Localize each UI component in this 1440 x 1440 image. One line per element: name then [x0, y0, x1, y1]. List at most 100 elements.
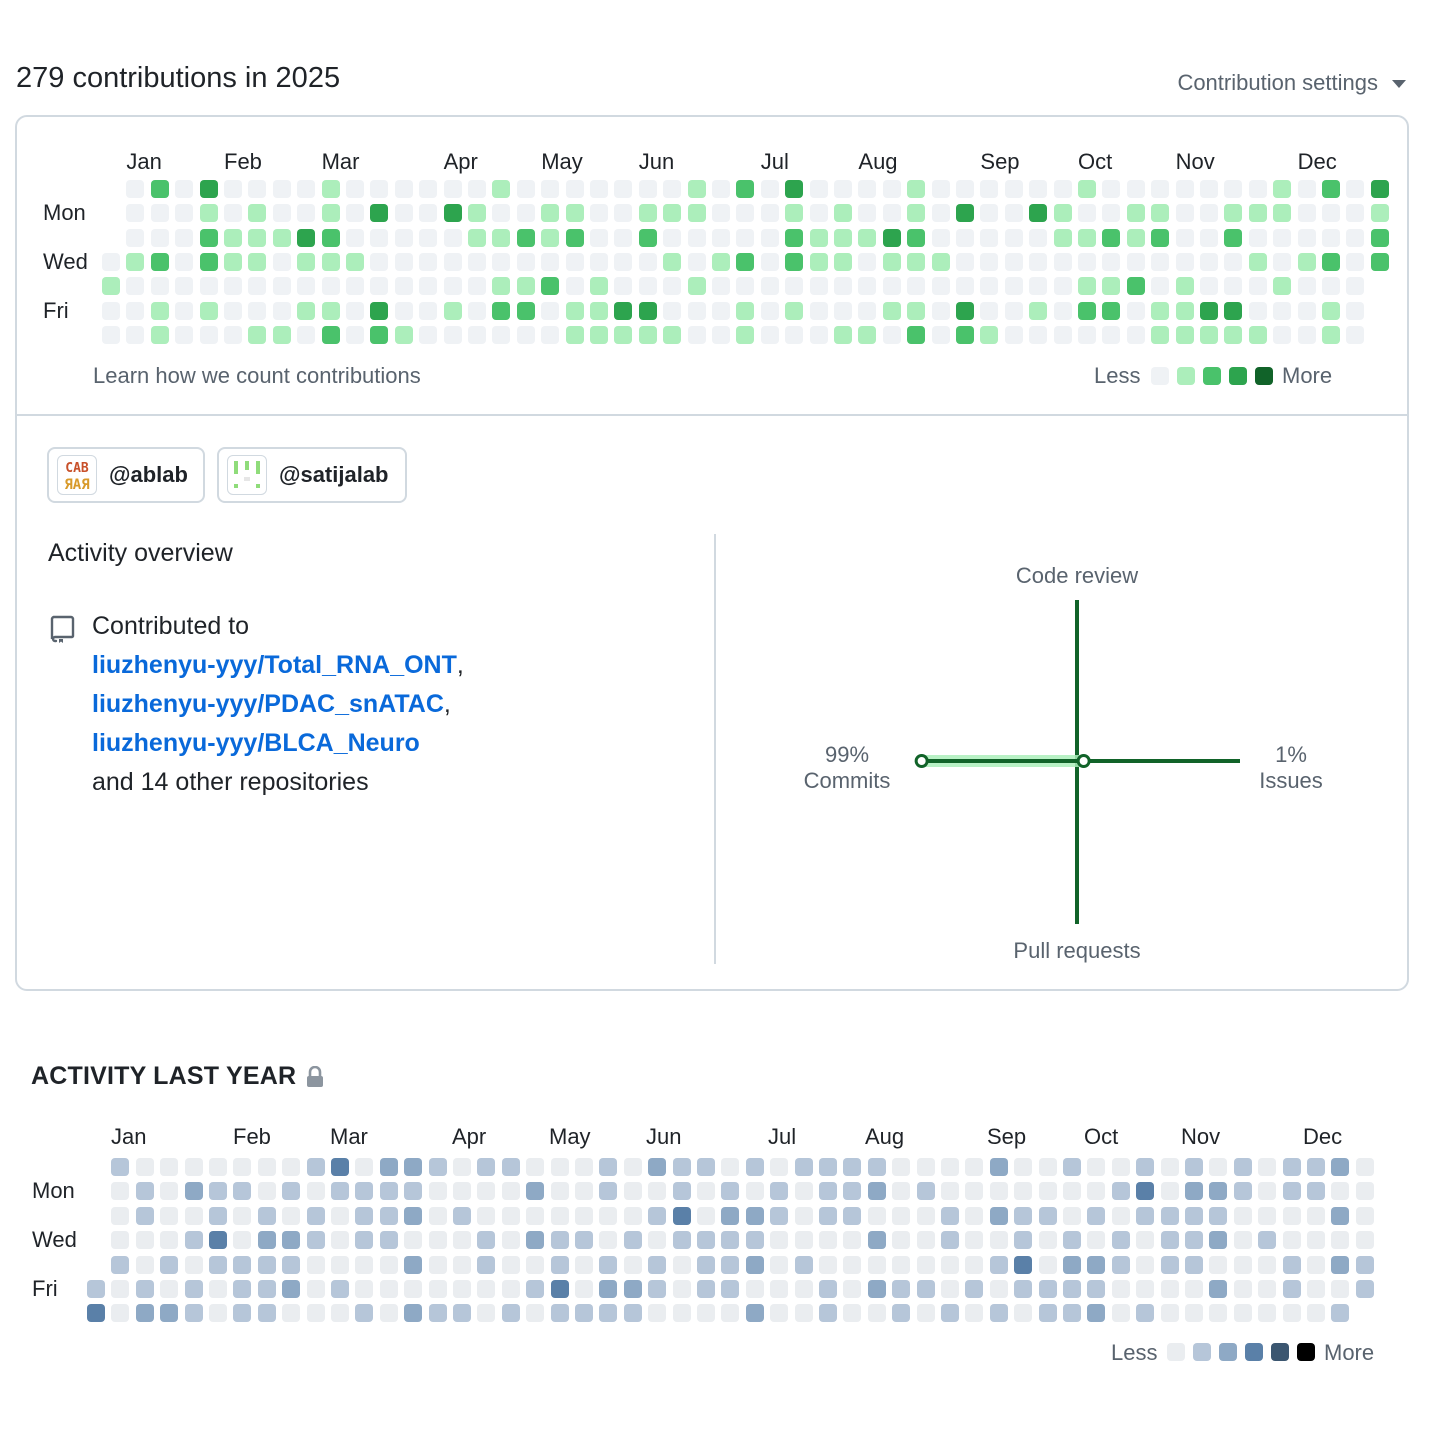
contribution-day[interactable]: [1248, 252, 1267, 271]
contribution-day[interactable]: [980, 180, 999, 198]
activity-day[interactable]: [843, 1158, 862, 1176]
contribution-day[interactable]: [907, 325, 926, 344]
activity-day[interactable]: [282, 1231, 301, 1250]
activity-day[interactable]: [111, 1182, 130, 1201]
activity-day[interactable]: [184, 1280, 203, 1298]
activity-day[interactable]: [355, 1255, 374, 1274]
contribution-day[interactable]: [614, 228, 633, 247]
contribution-settings-dropdown[interactable]: Contribution settings: [1177, 70, 1406, 96]
activity-day[interactable]: [672, 1182, 691, 1201]
contribution-day[interactable]: [809, 301, 828, 320]
activity-day[interactable]: [160, 1182, 179, 1201]
contribution-day[interactable]: [1273, 204, 1292, 223]
activity-day[interactable]: [306, 1158, 325, 1176]
activity-day[interactable]: [1209, 1280, 1228, 1298]
activity-day[interactable]: [526, 1158, 545, 1176]
activity-day[interactable]: [623, 1231, 642, 1250]
activity-day[interactable]: [648, 1182, 667, 1201]
activity-day[interactable]: [355, 1206, 374, 1225]
contribution-day[interactable]: [346, 277, 364, 296]
contribution-day[interactable]: [468, 301, 486, 320]
activity-day[interactable]: [941, 1304, 959, 1323]
contribution-day[interactable]: [1175, 301, 1194, 320]
contribution-day[interactable]: [638, 228, 657, 247]
contribution-day[interactable]: [834, 277, 852, 296]
activity-day[interactable]: [745, 1206, 764, 1225]
activity-day[interactable]: [697, 1158, 715, 1176]
activity-day[interactable]: [1185, 1280, 1203, 1298]
contribution-day[interactable]: [1175, 180, 1194, 198]
contribution-day[interactable]: [1370, 228, 1389, 247]
contribution-day[interactable]: [1346, 204, 1365, 223]
activity-day[interactable]: [477, 1280, 496, 1298]
contribution-day[interactable]: [150, 325, 169, 344]
activity-day[interactable]: [233, 1206, 252, 1225]
contribution-day[interactable]: [1200, 180, 1218, 198]
activity-day[interactable]: [257, 1158, 276, 1176]
contribution-day[interactable]: [126, 325, 145, 344]
activity-day[interactable]: [721, 1231, 740, 1250]
activity-day[interactable]: [501, 1182, 520, 1201]
activity-day[interactable]: [1160, 1255, 1179, 1274]
contribution-day[interactable]: [1224, 325, 1243, 344]
contribution-day[interactable]: [468, 204, 486, 223]
activity-day[interactable]: [209, 1158, 227, 1176]
activity-day[interactable]: [575, 1304, 593, 1323]
activity-day[interactable]: [770, 1206, 789, 1225]
activity-day[interactable]: [1136, 1255, 1155, 1274]
contribution-day[interactable]: [663, 325, 682, 344]
contribution-day[interactable]: [297, 325, 316, 344]
contribution-day[interactable]: [1029, 180, 1048, 198]
contribution-day[interactable]: [760, 325, 779, 344]
contribution-day[interactable]: [370, 252, 389, 271]
contribution-day[interactable]: [736, 301, 755, 320]
contribution-day[interactable]: [199, 277, 218, 296]
activity-day[interactable]: [916, 1280, 935, 1298]
contribution-day[interactable]: [687, 228, 706, 247]
activity-day[interactable]: [257, 1231, 276, 1250]
activity-day[interactable]: [672, 1255, 691, 1274]
contribution-day[interactable]: [419, 204, 438, 223]
contribution-day[interactable]: [1370, 180, 1389, 198]
contribution-day[interactable]: [1200, 228, 1218, 247]
activity-day[interactable]: [1111, 1255, 1130, 1274]
contribution-day[interactable]: [126, 228, 145, 247]
activity-day[interactable]: [477, 1231, 496, 1250]
contribution-day[interactable]: [882, 252, 901, 271]
activity-day[interactable]: [1014, 1158, 1033, 1176]
activity-day[interactable]: [135, 1182, 154, 1201]
activity-day[interactable]: [867, 1255, 886, 1274]
contribution-day[interactable]: [468, 228, 486, 247]
contribution-day[interactable]: [1151, 277, 1170, 296]
activity-day[interactable]: [965, 1255, 984, 1274]
activity-day[interactable]: [599, 1158, 618, 1176]
activity-day[interactable]: [965, 1206, 984, 1225]
contribution-day[interactable]: [980, 325, 999, 344]
activity-day[interactable]: [1038, 1280, 1057, 1298]
contribution-day[interactable]: [1346, 252, 1365, 271]
activity-day[interactable]: [135, 1231, 154, 1250]
activity-day[interactable]: [1282, 1304, 1301, 1323]
contribution-day[interactable]: [590, 252, 608, 271]
contribution-day[interactable]: [175, 180, 194, 198]
contribution-day[interactable]: [224, 228, 242, 247]
contribution-day[interactable]: [516, 325, 535, 344]
activity-day[interactable]: [550, 1182, 569, 1201]
activity-day[interactable]: [306, 1206, 325, 1225]
contribution-day[interactable]: [1053, 228, 1072, 247]
contribution-day[interactable]: [175, 301, 194, 320]
activity-day[interactable]: [1355, 1255, 1374, 1274]
contribution-day[interactable]: [126, 301, 145, 320]
contribution-day[interactable]: [1248, 228, 1267, 247]
activity-day[interactable]: [1258, 1158, 1277, 1176]
activity-day[interactable]: [697, 1231, 715, 1250]
contribution-day[interactable]: [492, 252, 511, 271]
activity-day[interactable]: [770, 1231, 789, 1250]
activity-day[interactable]: [843, 1231, 862, 1250]
activity-day[interactable]: [477, 1255, 496, 1274]
contribution-day[interactable]: [956, 325, 974, 344]
contribution-day[interactable]: [809, 277, 828, 296]
contribution-day[interactable]: [1175, 204, 1194, 223]
activity-day[interactable]: [1038, 1231, 1057, 1250]
activity-day[interactable]: [257, 1182, 276, 1201]
